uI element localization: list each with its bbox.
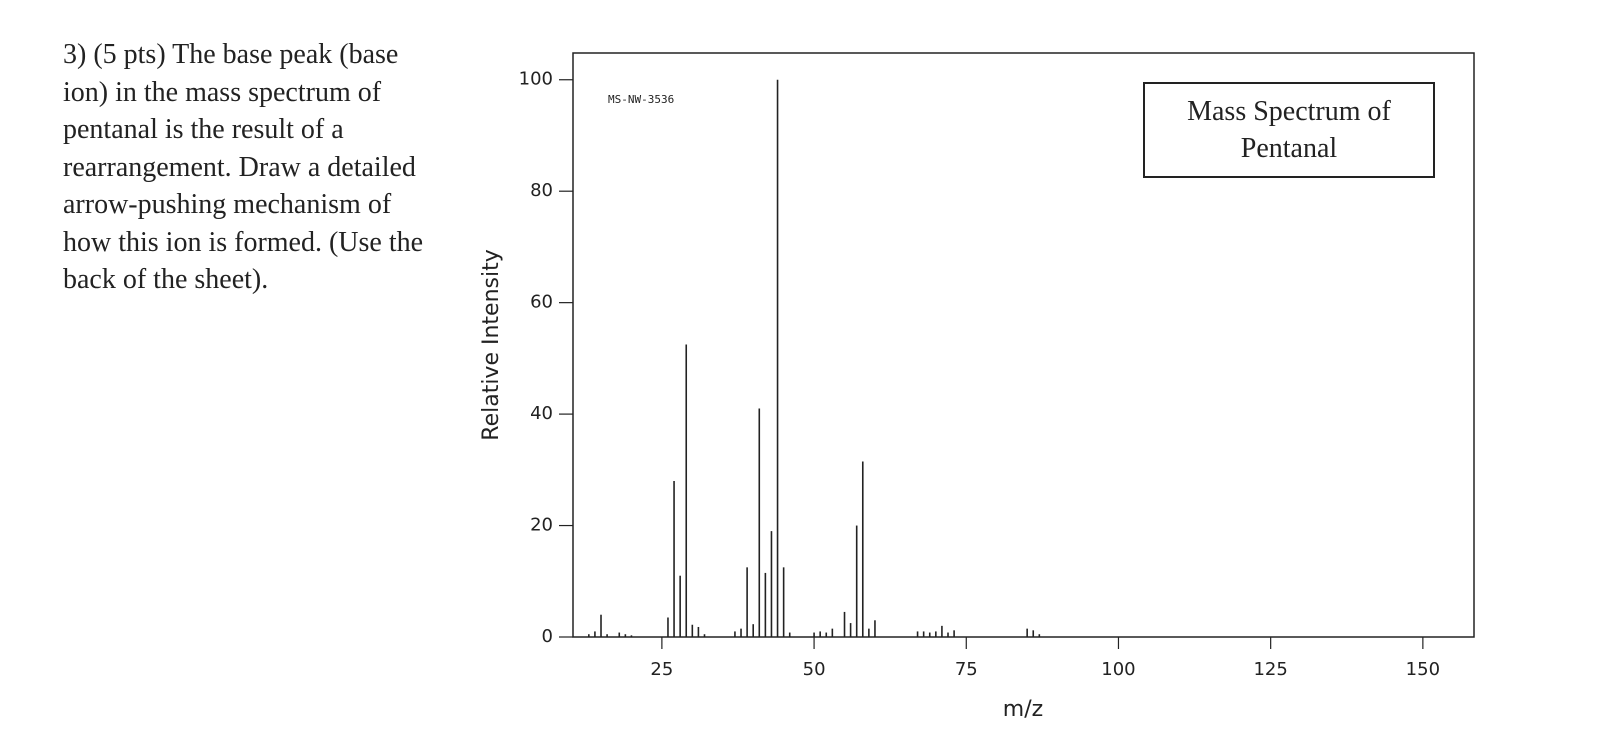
x-tick-label: 25 [650, 659, 673, 680]
y-tick-label: 20 [530, 515, 553, 536]
y-tick-label: 100 [519, 69, 553, 90]
annotation: MS-NW-3536 [608, 93, 674, 106]
x-tick-label: 75 [955, 659, 978, 680]
x-tick-label: 50 [803, 659, 826, 680]
y-axis-label: Relative Intensity [479, 249, 504, 440]
y-tick-label: 80 [530, 180, 553, 201]
question-text: 3) (5 pts) The base peak (base ion) in t… [63, 39, 424, 295]
x-tick-label: 125 [1253, 659, 1287, 680]
plot-frame [572, 52, 1475, 638]
x-tick-label: 150 [1406, 659, 1440, 680]
x-tick-label: 100 [1101, 659, 1135, 680]
y-tick-label: 40 [530, 403, 553, 424]
y-tick-label: 60 [530, 292, 553, 313]
x-axis-label: m/z [1003, 697, 1043, 722]
legend-box: Mass Spectrum of Pentanal [1143, 82, 1435, 178]
y-tick-label: 0 [542, 626, 553, 647]
